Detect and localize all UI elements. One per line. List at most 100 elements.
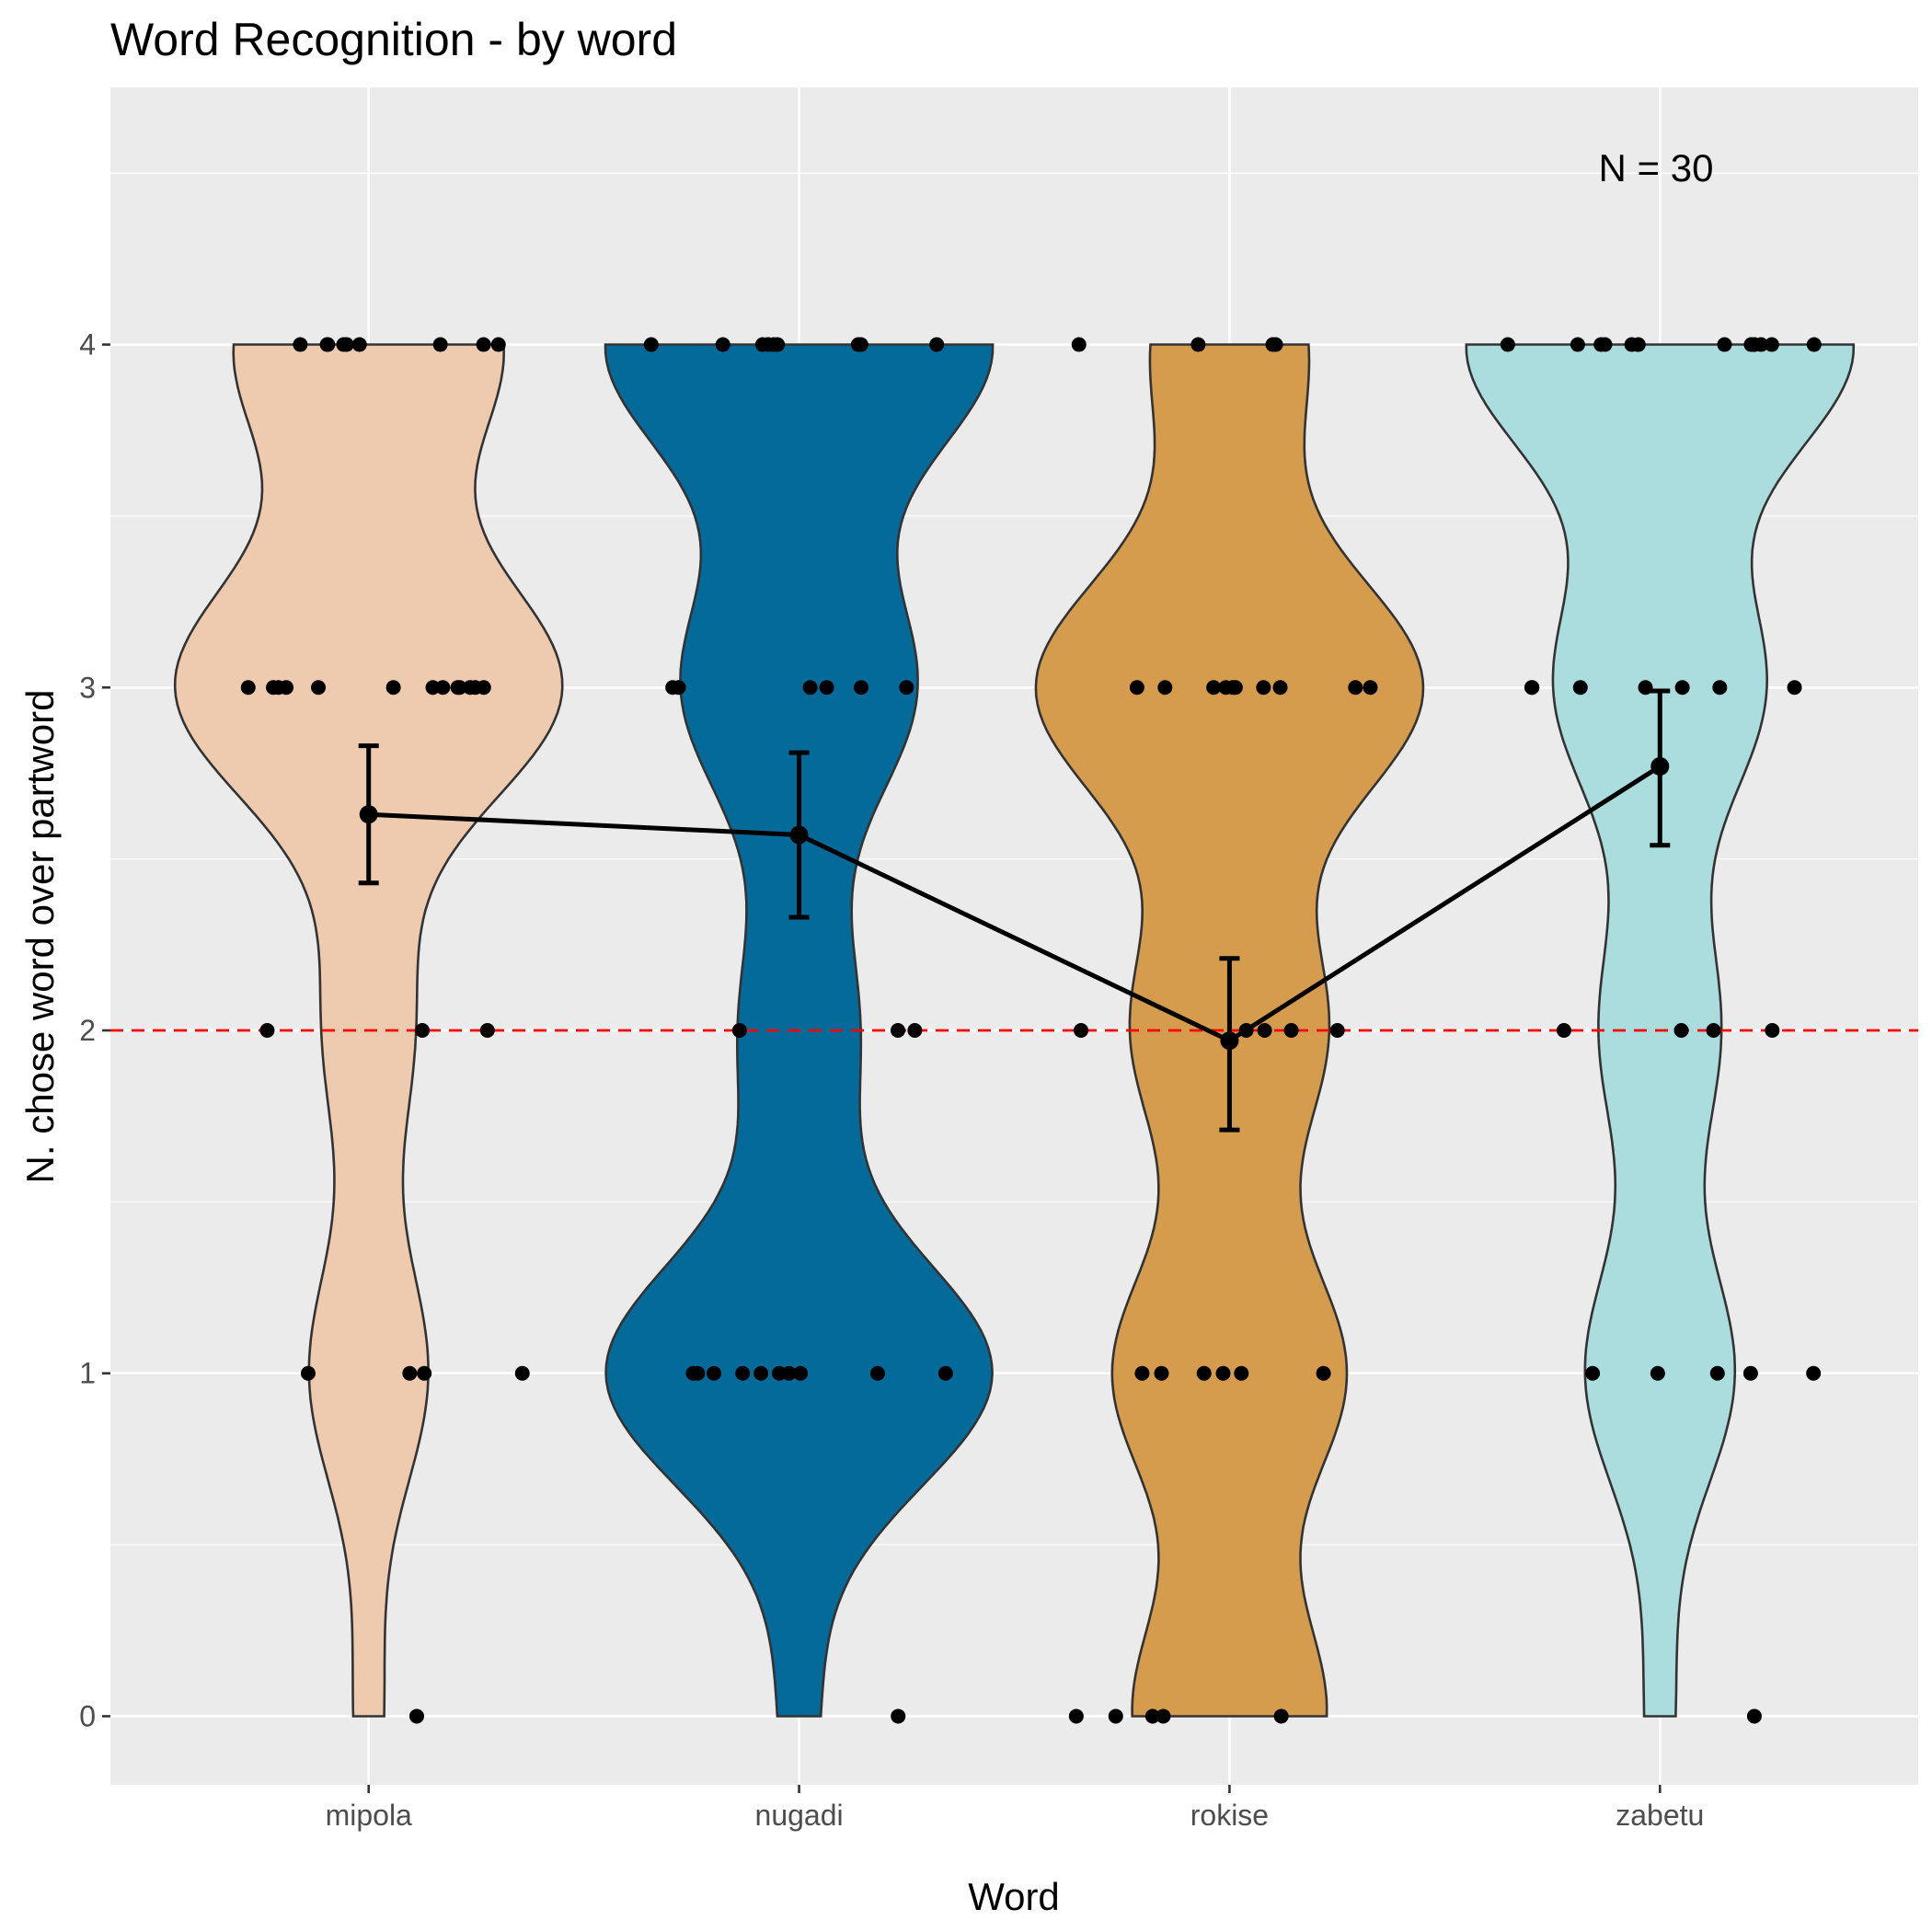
mean-point-mipola [360,805,378,823]
y-tick-label: 0 [79,1699,96,1732]
data-point-zabetu [1743,1366,1758,1381]
n-annotation: N = 30 [1599,146,1714,190]
data-point-nugadi [803,680,818,695]
data-point-rokise [1134,1366,1149,1381]
y-tick-label: 2 [79,1014,96,1047]
mean-point-zabetu [1650,757,1669,776]
data-point-rokise [1109,1708,1123,1723]
data-point-rokise [1317,1366,1331,1381]
data-point-rokise [1256,680,1271,695]
data-point-mipola [468,680,483,695]
data-point-zabetu [1710,1366,1725,1381]
data-point-rokise [1363,680,1377,695]
data-point-rokise [1228,680,1243,695]
data-point-nugadi [907,1023,922,1038]
data-point-mipola [491,338,506,352]
data-point-rokise [1072,338,1087,352]
x-tick-label-nugadi: nugadi [755,1799,844,1832]
data-point-nugadi [707,1366,721,1381]
data-point-nugadi [899,680,914,695]
data-point-nugadi [644,338,659,352]
mean-point-rokise [1220,1031,1238,1050]
data-point-zabetu [1806,1366,1821,1381]
data-point-rokise [1258,1023,1272,1038]
data-point-zabetu [1712,680,1727,695]
data-point-mipola [293,338,307,352]
data-point-rokise [1190,338,1205,352]
data-point-zabetu [1807,338,1822,352]
data-point-nugadi [685,1366,700,1381]
data-point-mipola [515,1366,530,1381]
data-point-rokise [1155,1366,1169,1381]
data-point-rokise [1215,1366,1230,1381]
data-point-rokise [1197,1366,1212,1381]
data-point-mipola [352,338,367,352]
data-point-mipola [451,680,466,695]
x-tick-label-rokise: rokise [1190,1799,1269,1832]
data-point-nugadi [772,1366,787,1381]
data-point-zabetu [1717,338,1731,352]
data-point-nugadi [820,680,834,695]
data-point-zabetu [1501,338,1515,352]
data-point-mipola [320,338,335,352]
data-point-mipola [339,338,354,352]
data-point-mipola [259,1023,274,1038]
data-point-mipola [402,1366,417,1381]
data-point-rokise [1234,1366,1248,1381]
data-point-mipola [480,1023,495,1038]
data-point-nugadi [716,338,730,352]
y-tick-label: 4 [79,328,96,362]
data-point-nugadi [854,338,868,352]
data-point-rokise [1156,1708,1170,1723]
data-point-mipola [435,680,450,695]
data-point-nugadi [891,1023,905,1038]
data-point-nugadi [753,1366,768,1381]
data-point-rokise [1274,1708,1289,1723]
y-tick-label: 3 [79,671,96,704]
data-point-nugadi [870,1366,885,1381]
data-point-zabetu [1524,680,1539,695]
y-tick-label: 1 [79,1357,96,1390]
data-point-nugadi [929,338,944,352]
data-point-mipola [433,338,448,352]
data-point-rokise [1284,1023,1299,1038]
data-point-zabetu [1675,680,1690,695]
mean-point-nugadi [790,826,809,845]
data-point-rokise [1157,680,1172,695]
data-point-zabetu [1631,338,1646,352]
data-point-mipola [271,680,286,695]
data-point-mipola [417,1366,431,1381]
data-point-zabetu [1788,680,1802,695]
data-point-rokise [1273,680,1288,695]
data-point-nugadi [732,1023,747,1038]
data-point-nugadi [938,1366,953,1381]
data-point-zabetu [1765,1023,1779,1038]
data-point-mipola [415,1023,430,1038]
data-point-rokise [1130,680,1144,695]
data-point-mipola [301,1366,316,1381]
data-point-zabetu [1743,338,1758,352]
data-point-nugadi [770,338,785,352]
data-point-mipola [241,680,256,695]
data-point-rokise [1074,1023,1088,1038]
y-axis-title: N. chose word over partword [18,690,62,1184]
data-point-zabetu [1650,1366,1665,1381]
data-point-mipola [409,1708,424,1723]
x-axis-title: Word [968,1875,1060,1918]
data-point-nugadi [891,1708,905,1723]
data-point-zabetu [1674,1023,1689,1038]
data-point-zabetu [1707,1023,1721,1038]
data-point-mipola [386,680,401,695]
data-point-mipola [311,680,326,695]
data-point-rokise [1330,1023,1345,1038]
data-point-nugadi [735,1366,750,1381]
data-point-rokise [1269,338,1283,352]
data-point-zabetu [1747,1708,1762,1723]
data-point-zabetu [1597,338,1612,352]
y-axis: 0 1 2 3 4 [79,328,110,1733]
data-point-nugadi [854,680,868,695]
x-axis: mipola nugadi rokise zabetu [326,1785,1705,1832]
data-point-zabetu [1573,680,1588,695]
data-point-zabetu [1570,338,1585,352]
